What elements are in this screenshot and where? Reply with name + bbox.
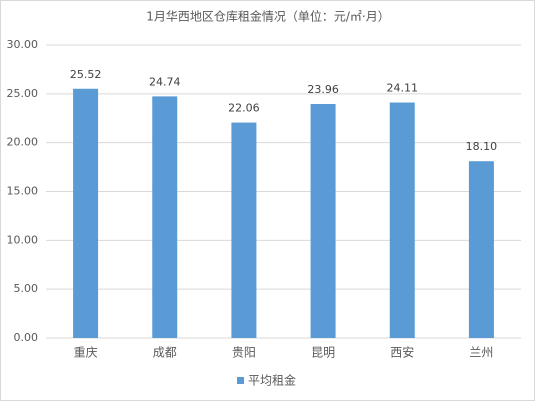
x-tick-label: 兰州 <box>469 346 493 360</box>
y-tick-label: 0.00 <box>14 331 39 344</box>
x-tick-label: 成都 <box>153 346 177 360</box>
value-label: 25.52 <box>70 68 102 81</box>
bar <box>468 161 494 338</box>
value-label: 22.06 <box>228 102 260 115</box>
value-label: 18.10 <box>466 140 498 153</box>
bar <box>231 122 257 338</box>
y-tick-label: 25.00 <box>7 87 39 100</box>
value-label: 24.74 <box>149 75 181 88</box>
chart-title: 1月华西地区仓库租金情况（单位：元/㎡·月） <box>146 9 390 24</box>
value-label: 23.96 <box>307 83 339 96</box>
legend-label: 平均租金 <box>248 373 296 388</box>
bar <box>310 103 336 339</box>
legend-swatch <box>237 377 244 384</box>
x-tick-label: 西安 <box>390 345 414 360</box>
x-tick-label: 昆明 <box>311 346 335 360</box>
y-tick-label: 30.00 <box>7 38 39 51</box>
y-tick-label: 15.00 <box>7 185 39 198</box>
x-tick-label: 贵阳 <box>232 346 256 360</box>
x-tick-label: 重庆 <box>74 346 98 360</box>
y-tick-label: 20.00 <box>7 136 39 149</box>
y-tick-label: 10.00 <box>7 233 39 246</box>
value-label: 24.11 <box>387 82 419 95</box>
bar <box>152 96 178 338</box>
y-tick-label: 5.00 <box>14 282 39 295</box>
bar <box>73 88 99 338</box>
bar <box>389 102 415 338</box>
